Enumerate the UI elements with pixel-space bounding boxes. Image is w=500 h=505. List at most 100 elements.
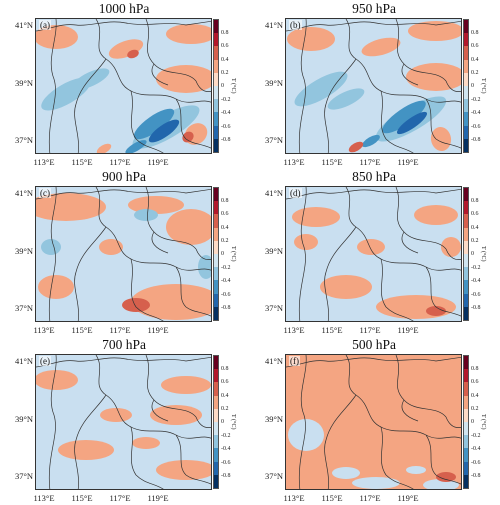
lon-tick-label: 119°E <box>397 493 419 503</box>
boundary-line <box>175 434 211 485</box>
boundary-line <box>130 90 164 153</box>
colorbar-tick: -0.4 <box>221 110 231 117</box>
colorbar <box>463 19 469 153</box>
lon-tick-label: 113°E <box>283 493 305 503</box>
boundary-line <box>36 188 211 200</box>
lon-tick-label: 113°E <box>283 157 305 167</box>
boundary-line <box>298 19 307 153</box>
lat-tick-label: 37°N <box>14 471 33 481</box>
colorbar-tick: -0.4 <box>471 110 481 117</box>
colorbar-swatch <box>214 188 218 202</box>
colorbar-swatch <box>214 461 218 475</box>
anomaly-region <box>430 127 452 151</box>
anomaly-region <box>327 88 365 110</box>
anomaly-region <box>348 141 364 153</box>
colorbar-tick: 0.4 <box>221 56 229 63</box>
colorbar-swatch <box>464 395 468 409</box>
lon-tick-label: 117°E <box>359 157 381 167</box>
boundary-line <box>445 80 461 93</box>
colorbar-tick: 0.6 <box>471 43 479 50</box>
anomaly-region <box>58 440 114 460</box>
boundary-line <box>195 248 211 261</box>
colorbar-tick: -0.2 <box>471 264 481 271</box>
colorbar-tick: 0.6 <box>221 43 229 50</box>
colorbar-swatch <box>464 474 468 489</box>
anomaly-region <box>127 49 139 59</box>
anomaly-region <box>99 239 123 255</box>
lat-tick-label: 41°N <box>14 188 33 198</box>
colorbar-tick: 0 <box>221 251 224 258</box>
colorbar-swatch <box>464 72 468 87</box>
colorbar-swatch <box>464 227 468 241</box>
anomaly-region <box>352 477 400 489</box>
anomaly-region <box>161 376 211 394</box>
colorbar-swatch <box>464 86 468 100</box>
lat-tick-label: 39°N <box>14 78 33 88</box>
boundary-line <box>286 20 461 32</box>
anomaly-region <box>36 25 78 49</box>
anomaly-region <box>131 284 211 320</box>
colorbar-tick: 0 <box>471 419 474 426</box>
boundary-line <box>48 19 57 153</box>
anomaly-region <box>38 275 74 299</box>
colorbar-swatch <box>214 382 218 396</box>
colorbar <box>213 187 219 321</box>
boundary-line <box>175 266 211 317</box>
boundary-line <box>286 188 461 200</box>
lon-tick-label: 115°E <box>321 157 343 167</box>
colorbar-tick: -0.8 <box>221 136 231 143</box>
colorbar-swatch <box>214 254 218 268</box>
boundary-line <box>195 416 211 429</box>
colorbar <box>463 355 469 489</box>
colorbar-label: T (°C) <box>480 414 486 430</box>
colorbar-swatch <box>464 369 468 383</box>
colorbar-swatch <box>464 201 468 215</box>
colorbar-tick: 0.2 <box>471 237 479 244</box>
lon-tick-label: 119°E <box>147 325 169 335</box>
map-plot: (b) <box>285 18 462 154</box>
colorbar <box>463 187 469 321</box>
boundary-line <box>380 258 414 321</box>
anomaly-region <box>436 472 456 482</box>
lon-tick-label: 113°E <box>283 325 305 335</box>
colorbar-swatch <box>214 395 218 409</box>
anomaly-region <box>198 255 211 279</box>
lat-tick-label: 39°N <box>14 246 33 256</box>
anomaly-region <box>294 71 348 107</box>
lon-tick-label: 117°E <box>359 493 381 503</box>
panel-title: 950 hPa <box>352 1 396 16</box>
anomaly-region <box>292 207 340 227</box>
colorbar-tick: 0.2 <box>221 405 229 412</box>
lat-tick-label: 39°N <box>14 414 33 424</box>
anomaly-region <box>441 237 461 257</box>
lat-tick-label: 37°N <box>14 303 33 313</box>
colorbar-tick: 0.8 <box>471 29 479 36</box>
anomaly-region <box>36 370 78 390</box>
boundary-line <box>36 20 211 32</box>
colorbar-tick: 0.4 <box>471 56 479 63</box>
boundary-line <box>195 80 211 93</box>
colorbar-swatch <box>214 72 218 87</box>
lon-tick-label: 113°E <box>33 157 55 167</box>
colorbar-tick: -0.6 <box>471 291 481 298</box>
panel-6: 500 hPa (f) 41°N 39°N 37°N 113°E 115°E 117°E 119… <box>250 336 500 504</box>
boundary-line <box>175 98 211 149</box>
colorbar-tick: -0.4 <box>471 446 481 453</box>
panel-2: 950 hPa (b) 41°N 39°N 37°N 113°E 115°E 117°E 119… <box>250 0 500 168</box>
anomaly-region <box>134 209 158 221</box>
anomaly-region <box>294 234 318 250</box>
boundary-line <box>380 90 414 153</box>
colorbar-swatch <box>214 99 218 113</box>
anomaly-region <box>408 21 461 41</box>
colorbar-swatch <box>464 20 468 34</box>
anomaly-region <box>132 437 160 449</box>
colorbar-tick: -0.8 <box>471 136 481 143</box>
colorbar-tick: 0.6 <box>471 211 479 218</box>
colorbar-swatch <box>214 227 218 241</box>
anomaly-region <box>382 100 426 134</box>
anomaly-region <box>396 111 428 135</box>
panel-title: 1000 hPa <box>98 1 150 16</box>
colorbar-tick: -0.4 <box>221 278 231 285</box>
lon-tick-label: 119°E <box>147 157 169 167</box>
panel-tag: (d) <box>289 188 302 198</box>
